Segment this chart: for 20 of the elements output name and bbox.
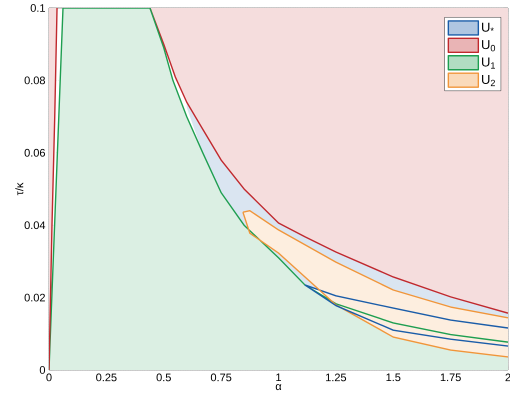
x-tick-label: 1 [276,374,282,382]
y-tick-label: 0 [40,366,46,374]
y-tick-label: 0.06 [24,148,45,157]
y-tick-label: 0.1 [30,4,45,12]
legend-label: U$_{1}$ [482,58,495,69]
x-tick-label: 1.5 [386,374,400,382]
legend-label: U$_{0}$ [482,40,496,52]
legend-label: U$_{*}$ [482,22,494,32]
x-axis-title: α [276,384,282,390]
y-tick-label: 0.04 [24,221,46,230]
x-tick-label: 0.5 [156,374,171,382]
x-tick-label: 0 [46,374,52,382]
x-tick-label: 1.75 [440,374,461,382]
y-tick-label: 0.08 [24,76,45,84]
x-tick-label: 0.75 [210,374,232,382]
y-tick-label: 0.02 [24,294,45,302]
x-tick-label: 0.25 [96,374,117,382]
x-tick-label: 1.25 [326,374,346,382]
legend-label: U$_{2}$ [482,74,495,86]
y-axis-title: τ/κ [15,182,24,196]
